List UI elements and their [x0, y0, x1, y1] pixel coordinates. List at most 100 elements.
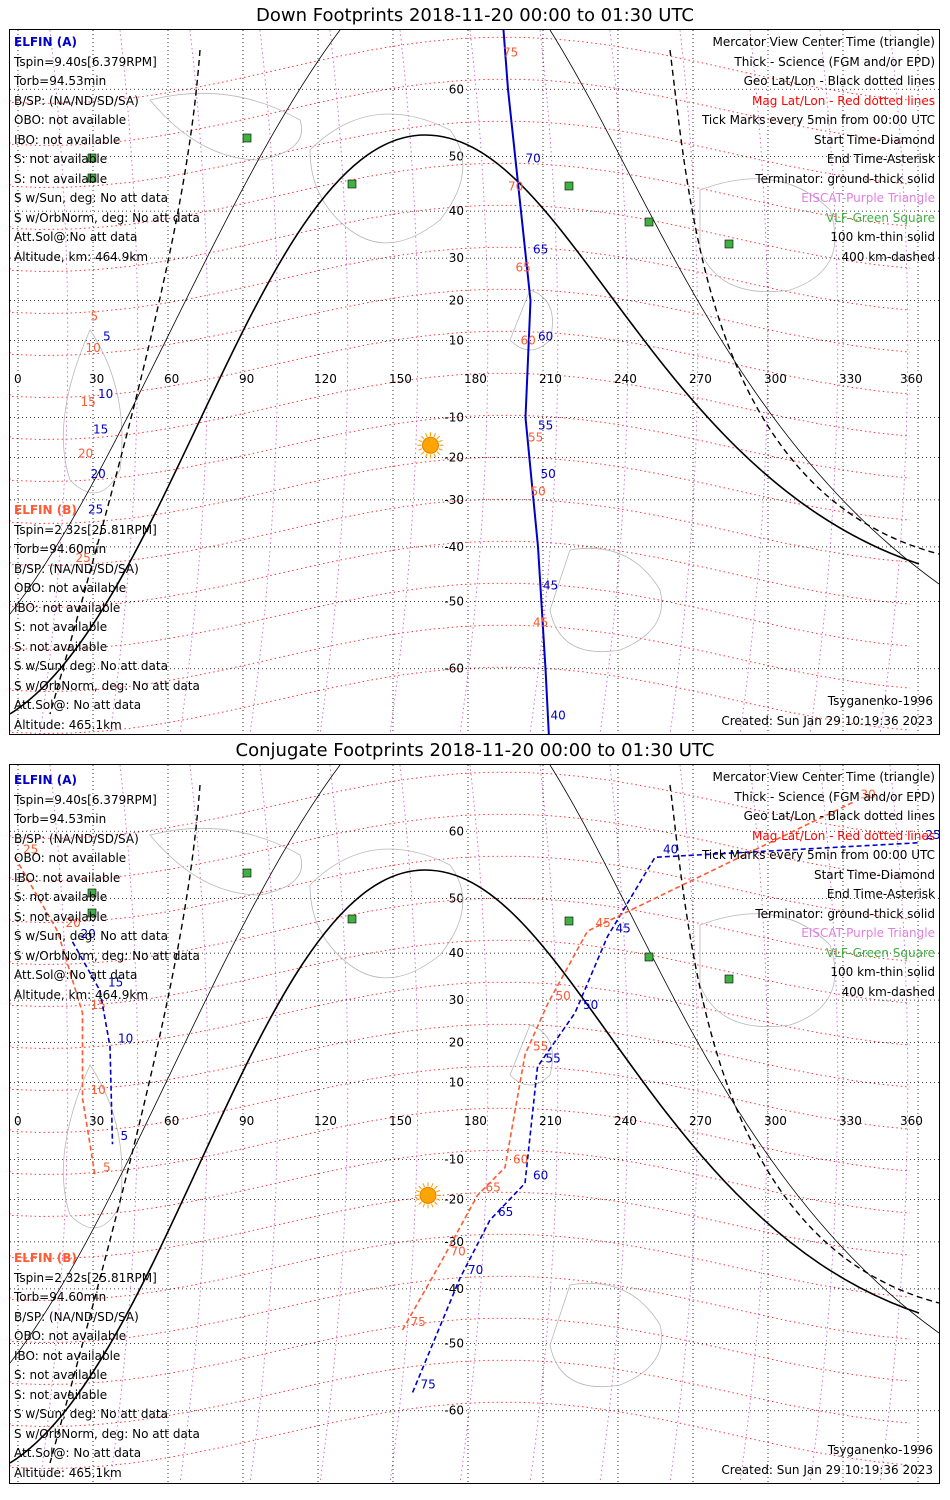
- mag-lat-line: [10, 36, 911, 104]
- vlf-station-marker: [347, 179, 357, 189]
- lon-tick-label: 60: [164, 372, 179, 386]
- mag-lat-line: [10, 855, 911, 923]
- vlf-station-marker: [87, 153, 97, 163]
- legend-conjugate: Mercator View Center Time (triangle) Thic…: [702, 768, 935, 1002]
- lon-tick-label: 150: [389, 1114, 412, 1128]
- mag-lat-line: [10, 624, 911, 692]
- info-line: B/SP: (NA/ND/SD/SA): [14, 1309, 139, 1324]
- lat-tick-label: 40: [449, 204, 464, 218]
- mag-lon-line: [809, 765, 839, 1483]
- mag-lon-line: [109, 30, 139, 734]
- tick-time-label: 30: [861, 788, 876, 802]
- sun-ray: [418, 448, 423, 451]
- mag-lat-line: [10, 162, 911, 230]
- vlf-station-marker: [347, 914, 357, 924]
- vlf-station-marker: [644, 952, 654, 962]
- terminator-400km: [669, 49, 939, 555]
- mag-lon-line: [39, 30, 69, 734]
- lon-tick-label: 360: [900, 1114, 923, 1128]
- lon-tick-label: 210: [539, 372, 562, 386]
- info-line: Att.Sol@:No att data: [14, 968, 138, 982]
- legend-item: Geo Lat/Lon - Black dotted lines: [743, 74, 935, 88]
- mag-lon-line: [319, 765, 349, 1483]
- lat-tick-label: -30: [444, 493, 464, 507]
- sun-ray: [420, 435, 425, 440]
- info-line: S: not available: [14, 1387, 108, 1402]
- satellite-name-b: ELFIN (B): [14, 503, 77, 517]
- mag-lon-line: [809, 30, 839, 734]
- mag-lat-line: [10, 771, 911, 839]
- lat-tick-label: -40: [444, 540, 464, 554]
- tick-time-label: 5: [121, 1129, 129, 1143]
- mag-lon-line: [529, 765, 559, 1483]
- lat-tick-label: 10: [449, 333, 464, 347]
- mag-lat-line: [10, 1233, 911, 1301]
- continent-outline: [149, 92, 302, 161]
- mag-lat-line: [10, 1317, 911, 1385]
- mag-lat-line: [10, 288, 911, 356]
- tick-time-label: 40: [663, 842, 678, 856]
- continent-outline: [509, 289, 553, 351]
- info-line: IBO: not available: [14, 1348, 121, 1363]
- info-line: Torb=94.60min: [14, 542, 107, 556]
- legend-item: Mag Lat/Lon - Red dotted lines: [751, 828, 935, 843]
- tick-time-label: 70: [468, 1263, 483, 1277]
- lat-tick-label: -20: [444, 450, 464, 464]
- lat-tick-label: 60: [449, 82, 464, 96]
- panel-title-down: Down Footprints 2018-11-20 00:00 to 01:3…: [256, 5, 694, 26]
- legend-item: 100 km-thin solid: [830, 230, 935, 244]
- mag-lat-line: [10, 1023, 911, 1091]
- vlf-station-marker: [242, 868, 252, 878]
- lat-tick-label: 60: [449, 824, 464, 838]
- lon-tick-label: 150: [389, 372, 412, 386]
- tick-time-label: 65: [498, 1205, 513, 1219]
- lon-tick-label: 120: [314, 1114, 337, 1128]
- sun-ray: [433, 433, 436, 438]
- legend-item: EISCAT-Purple Triangle: [801, 191, 935, 205]
- created-timestamp: Created: Sun Jan 29 10:19:36 2023: [721, 714, 933, 728]
- lon-tick-label: 0: [14, 372, 22, 386]
- info-line: OBO: not available: [14, 851, 127, 865]
- lon-tick-label: 0: [14, 1114, 22, 1128]
- mag-lat-line: [10, 204, 911, 272]
- info-line: S w/Sun, deg: No att data: [14, 191, 168, 205]
- info-line: Torb=94.53min: [14, 812, 107, 826]
- mag-lat-line: [10, 666, 911, 734]
- info-line: B/SP: (NA/ND/SD/SA): [14, 561, 139, 576]
- tick-time-label: 40: [551, 709, 566, 723]
- terminator-100km: [549, 765, 939, 1334]
- info-line: Altitude: 465.1km: [14, 1465, 122, 1480]
- legend-item: Tick Marks every 5min from 00:00 UTC: [701, 113, 935, 127]
- legend-item: Terminator: ground-thick solid: [755, 171, 935, 186]
- lon-tick-label: 300: [764, 372, 787, 386]
- sun-ray: [436, 1189, 441, 1193]
- tick-time-label: 50: [541, 467, 556, 481]
- legend-item: Thick - Science (FGM and/or EPD): [734, 789, 935, 804]
- lat-tick-label: -60: [444, 1404, 464, 1418]
- tick-time-label: 25: [23, 842, 38, 856]
- tick-time-label: 50: [583, 998, 598, 1012]
- info-line: Tspin=9.40s[6.379RPM]: [14, 54, 157, 69]
- continent-outline: [509, 1024, 553, 1086]
- lon-tick-label: 360: [900, 372, 923, 386]
- sun-icon: [422, 436, 439, 454]
- tick-time-label: 20: [78, 446, 93, 460]
- mag-lat-line: [10, 939, 911, 1007]
- map-panel-conjugate: 70605040302010-10-20-30-40-50-60-7003060…: [9, 764, 940, 1484]
- model-credit: Tsyganenko-1996: [827, 1443, 933, 1457]
- mag-lon-line: [739, 30, 769, 734]
- lat-tick-label: -10: [444, 411, 464, 425]
- orbit-track-conjugate: [71, 941, 114, 1145]
- mag-lat-line: [10, 981, 911, 1049]
- tick-time-label: 10: [118, 1032, 133, 1046]
- map-panel-down: 70605040302010-10-20-30-40-50-60-7003060…: [9, 29, 940, 735]
- legend-item: 400 km-dashed: [841, 984, 935, 999]
- info-line: S w/Sun, deg: No att data: [14, 1407, 168, 1421]
- lat-tick-label: -60: [444, 662, 464, 676]
- info-line: Att.Sol@: No att data: [14, 698, 142, 712]
- sun-ray: [420, 451, 425, 455]
- lat-tick-label: 10: [449, 1075, 464, 1089]
- lon-tick-label: 180: [464, 372, 487, 386]
- mag-lon-line: [39, 765, 69, 1483]
- mag-lon-line: [669, 30, 699, 734]
